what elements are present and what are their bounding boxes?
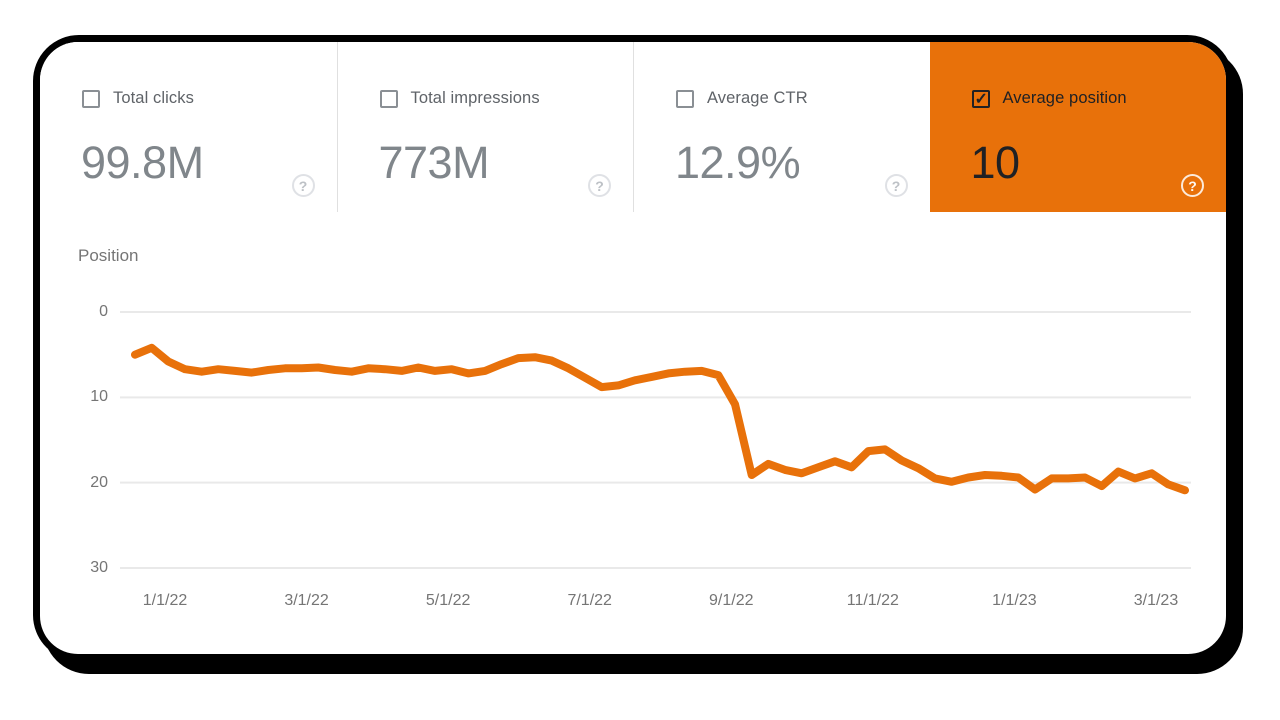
checkbox-icon[interactable] — [379, 89, 398, 108]
metric-tile-average-position[interactable]: Average position 10 ? — [929, 42, 1226, 212]
tile-value: 12.9% — [675, 137, 801, 188]
y-axis-tick: 30 — [90, 558, 108, 576]
tile-value: 773M — [378, 137, 490, 188]
tile-head: Average CTR — [676, 89, 808, 108]
position-chart: Position 0 10 20 30 1/1/22 3/1/22 5/1/22 7/1/22… — [40, 212, 1226, 654]
y-axis-tick: 10 — [90, 388, 108, 406]
checkbox-checked-icon[interactable] — [971, 89, 990, 109]
metric-tile-total-clicks[interactable]: Total clicks 99.8M ? — [40, 42, 337, 212]
metric-tile-average-ctr[interactable]: Average CTR 12.9% ? — [633, 42, 930, 212]
checkbox-icon[interactable] — [676, 89, 694, 108]
help-icon[interactable]: ? — [884, 174, 908, 197]
performance-card: Total clicks 99.8M ? Total impressions 7… — [33, 35, 1233, 661]
metrics-bar: Total clicks 99.8M ? Total impressions 7… — [40, 42, 1226, 212]
x-axis-tick: 9/1/22 — [709, 592, 754, 609]
y-axis-tick: 20 — [90, 473, 108, 491]
chart-canvas — [120, 311, 1191, 569]
help-icon[interactable]: ? — [1181, 174, 1204, 197]
tile-label: Total impressions — [410, 89, 540, 107]
x-axis-tick: 7/1/22 — [567, 592, 612, 609]
tile-head: Total impressions — [379, 89, 540, 108]
tile-head: Total clicks — [82, 89, 194, 108]
x-axis-tick: 1/1/22 — [142, 592, 188, 609]
position-series-line — [131, 343, 1189, 495]
help-icon[interactable]: ? — [291, 174, 315, 197]
x-axis-tick: 5/1/22 — [425, 592, 471, 609]
x-axis-tick: 3/1/23 — [1133, 592, 1179, 609]
metric-tile-total-impressions[interactable]: Total impressions 773M ? — [336, 42, 633, 212]
x-axis-tick: 3/1/22 — [284, 592, 329, 609]
tile-label: Average position — [1002, 89, 1127, 107]
tile-label: Average CTR — [707, 89, 808, 107]
tile-head: Average position — [971, 89, 1127, 109]
chart-title: Position — [78, 246, 139, 265]
y-axis-tick: 0 — [99, 303, 108, 320]
help-icon[interactable]: ? — [588, 174, 611, 197]
x-axis-tick: 11/1/22 — [846, 592, 899, 609]
tile-label: Total clicks — [113, 89, 194, 107]
tile-value: 10 — [970, 137, 1021, 188]
x-axis-tick: 1/1/23 — [992, 592, 1037, 609]
tile-value: 99.8M — [81, 137, 204, 188]
performance-card-inner: Total clicks 99.8M ? Total impressions 7… — [40, 42, 1226, 654]
checkbox-icon[interactable] — [82, 89, 100, 108]
